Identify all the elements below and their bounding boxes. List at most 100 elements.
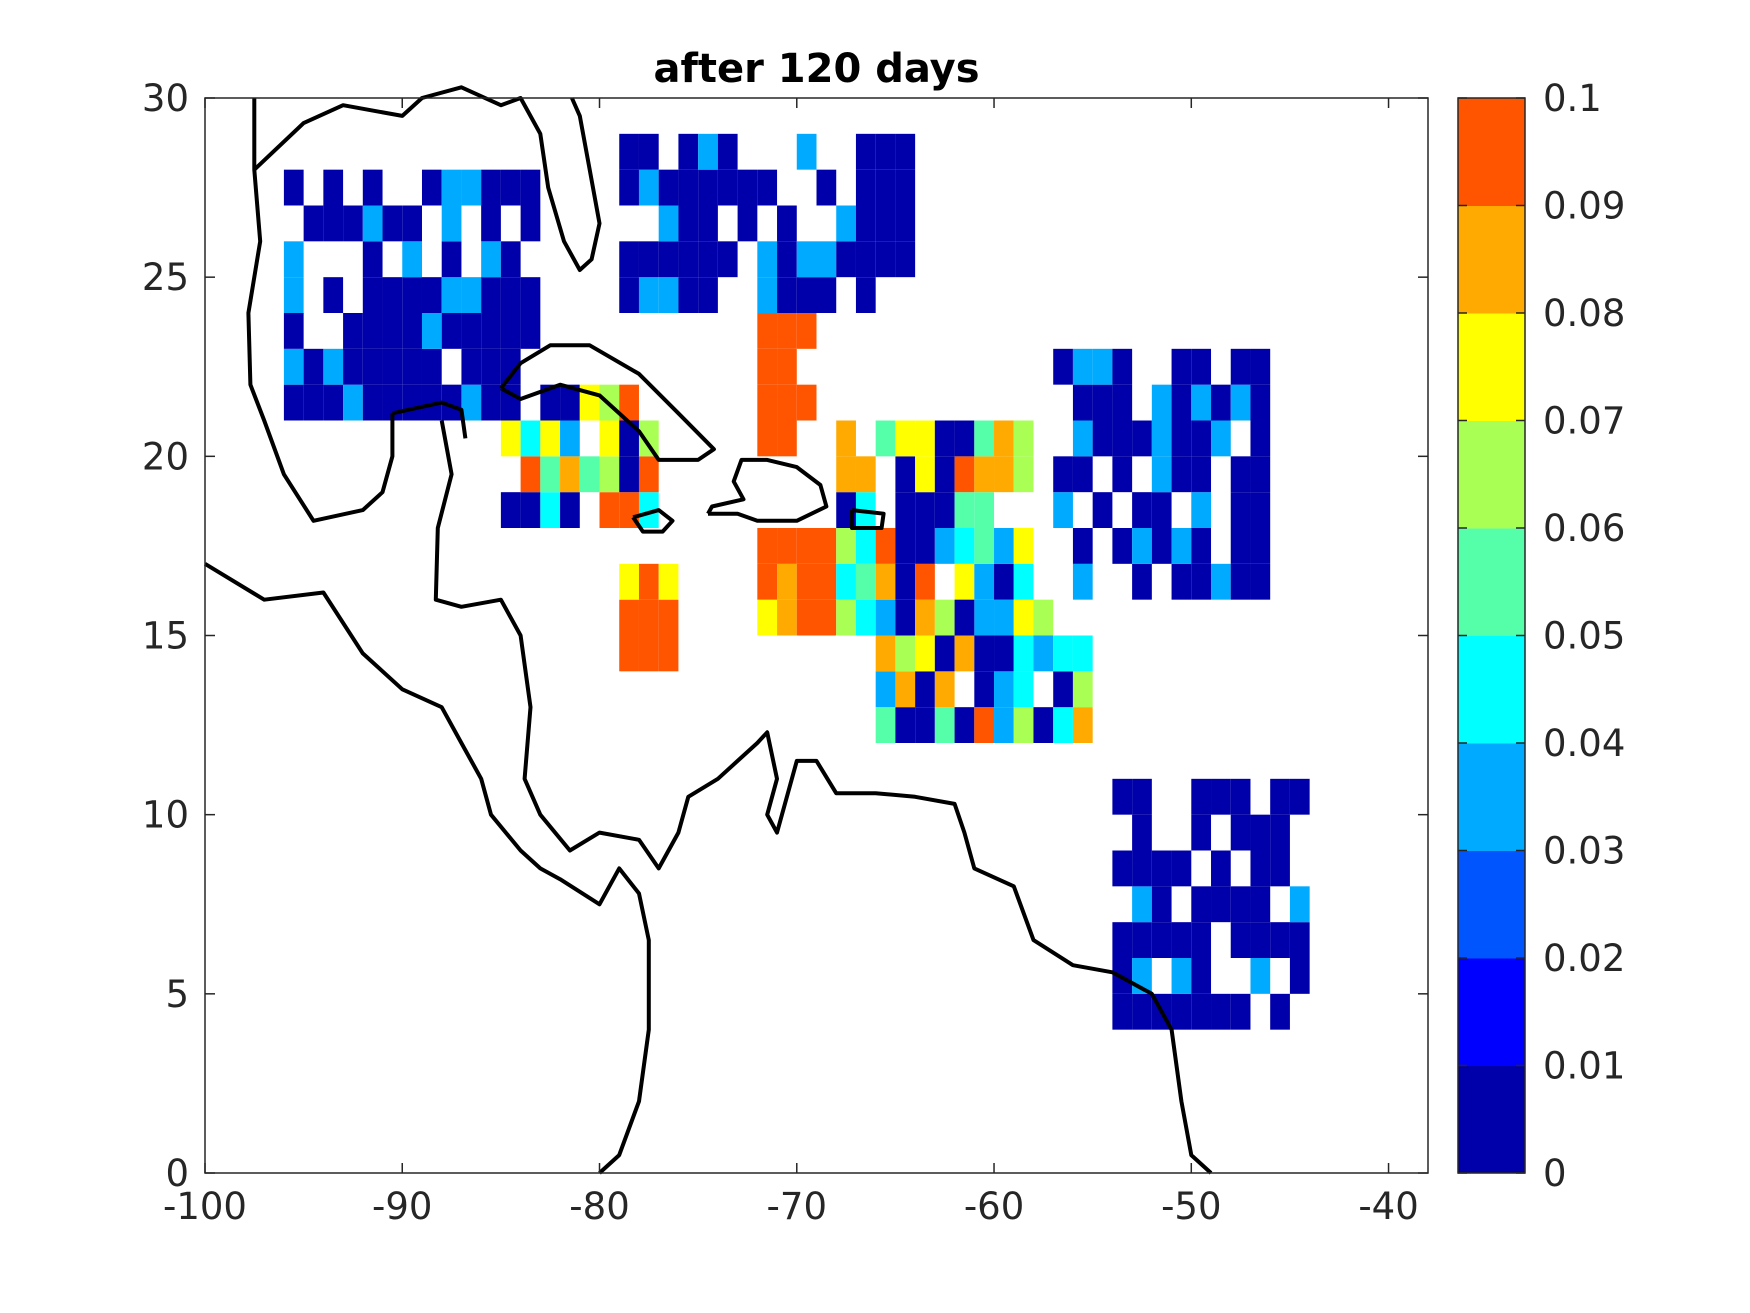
- heatmap-cell: [994, 599, 1014, 636]
- heatmap-cell: [1132, 814, 1152, 851]
- heatmap-cell: [915, 599, 935, 636]
- heatmap-cell: [915, 528, 935, 564]
- heatmap-cell: [1250, 492, 1271, 528]
- heatmap-cell: [1013, 599, 1034, 636]
- heatmap-cell: [461, 169, 482, 206]
- heatmap-cell: [915, 635, 935, 672]
- heatmap-cell: [1151, 850, 1172, 887]
- heatmap-cell: [1033, 635, 1054, 672]
- heatmap-cell: [1112, 348, 1133, 385]
- heatmap-cell: [698, 169, 718, 206]
- heatmap-cell: [1092, 348, 1113, 385]
- heatmap-cell: [1191, 384, 1212, 421]
- heatmap-cell: [658, 205, 679, 242]
- colorbar-segment: [1458, 313, 1525, 421]
- heatmap-cell: [698, 133, 718, 170]
- heatmap-cell: [757, 241, 778, 278]
- heatmap-cell: [362, 205, 383, 242]
- heatmap-cell: [855, 563, 876, 600]
- colorbar-tick-label: 0.02: [1543, 937, 1625, 980]
- heatmap-cell: [895, 563, 916, 600]
- colorbar-tick-label: 0.04: [1543, 722, 1625, 765]
- heatmap-cell: [974, 671, 995, 708]
- heatmap-cell: [362, 277, 383, 313]
- heatmap-cell: [777, 528, 797, 564]
- heatmap-cell: [757, 277, 778, 313]
- colorbar-tick-label: 0.07: [1543, 400, 1625, 443]
- heatmap-cell: [1289, 958, 1310, 994]
- heatmap-cell: [1033, 599, 1054, 636]
- heatmap-cell: [1250, 814, 1271, 851]
- heatmap-cell: [441, 277, 462, 313]
- heatmap-cell: [915, 707, 935, 743]
- heatmap-cell: [1211, 384, 1231, 421]
- heatmap-cell: [1250, 420, 1271, 457]
- heatmap-cell: [362, 241, 383, 278]
- heatmap-cell: [283, 241, 304, 278]
- heatmap-cell: [461, 277, 482, 313]
- heatmap-cell: [796, 528, 817, 564]
- heatmap-cell: [441, 313, 462, 349]
- y-tick-label: 10: [142, 794, 189, 837]
- heatmap-cell: [481, 384, 501, 421]
- heatmap-cell: [658, 169, 679, 206]
- heatmap-cell: [1013, 456, 1034, 493]
- heatmap-cell: [599, 420, 620, 457]
- heatmap-cell: [875, 420, 896, 457]
- heatmap-cell: [362, 169, 383, 206]
- heatmap-cell: [796, 241, 817, 278]
- heatmap-cell: [934, 492, 955, 528]
- heatmap-cell: [1053, 707, 1073, 743]
- heatmap-cell: [579, 456, 600, 493]
- heatmap-cell: [1270, 778, 1290, 815]
- heatmap-cell: [1191, 456, 1212, 493]
- heatmap-cell: [1191, 886, 1212, 923]
- heatmap-cell: [1013, 671, 1034, 708]
- heatmap-cell: [698, 277, 718, 313]
- heatmap-cell: [1072, 420, 1093, 457]
- heatmap-cell: [382, 277, 403, 313]
- heatmap-cell: [777, 205, 797, 242]
- heatmap-cell: [1053, 492, 1073, 528]
- heatmap-cell: [757, 420, 778, 457]
- colorbar-tick-label: 0.06: [1543, 507, 1625, 550]
- heatmap-cell: [441, 205, 462, 242]
- heatmap-cell: [796, 563, 817, 600]
- heatmap-cell: [875, 599, 896, 636]
- heatmap-cell: [737, 169, 758, 206]
- heatmap-cell: [461, 348, 482, 385]
- heatmap-cell: [954, 528, 975, 564]
- colorbar-segment: [1458, 98, 1525, 206]
- x-axis: -100 -90 -80 -70 -60 -50 -40: [163, 98, 1419, 1228]
- heatmap-cell: [1072, 528, 1093, 564]
- heatmap-cell: [1230, 778, 1251, 815]
- colorbar-tick-label: 0.01: [1543, 1045, 1625, 1088]
- heatmap-cell: [1250, 384, 1271, 421]
- heatmap-cell: [500, 313, 521, 349]
- y-tick-label: 0: [165, 1152, 189, 1195]
- x-tick-label: -100: [163, 1185, 247, 1228]
- heatmap-cell: [481, 241, 501, 278]
- heatmap-cell: [402, 205, 422, 242]
- heatmap-cell: [1230, 528, 1251, 564]
- heatmap-cell: [619, 420, 639, 457]
- heatmap-cell: [500, 241, 521, 278]
- heatmap-cell: [303, 384, 324, 421]
- heatmap-cell: [934, 599, 955, 636]
- heatmap-cell: [1211, 563, 1231, 600]
- heatmap-cell: [1033, 707, 1054, 743]
- colorbar-segment: [1458, 205, 1525, 314]
- heatmap-cell: [1191, 922, 1212, 958]
- heatmap-cell: [323, 277, 344, 313]
- heatmap-cell: [1250, 456, 1271, 493]
- heatmap-cell: [875, 205, 896, 242]
- heatmap-cell: [362, 348, 383, 385]
- heatmap-cell: [1171, 850, 1192, 887]
- heatmap-cell: [619, 169, 639, 206]
- colorbar-tick-label: 0.09: [1543, 185, 1625, 228]
- heatmap-cell: [974, 599, 995, 636]
- heatmap-cell: [1013, 420, 1034, 457]
- heatmap-cell: [1191, 563, 1212, 600]
- heatmap-cell: [1191, 492, 1212, 528]
- coastline: [252, 85, 602, 272]
